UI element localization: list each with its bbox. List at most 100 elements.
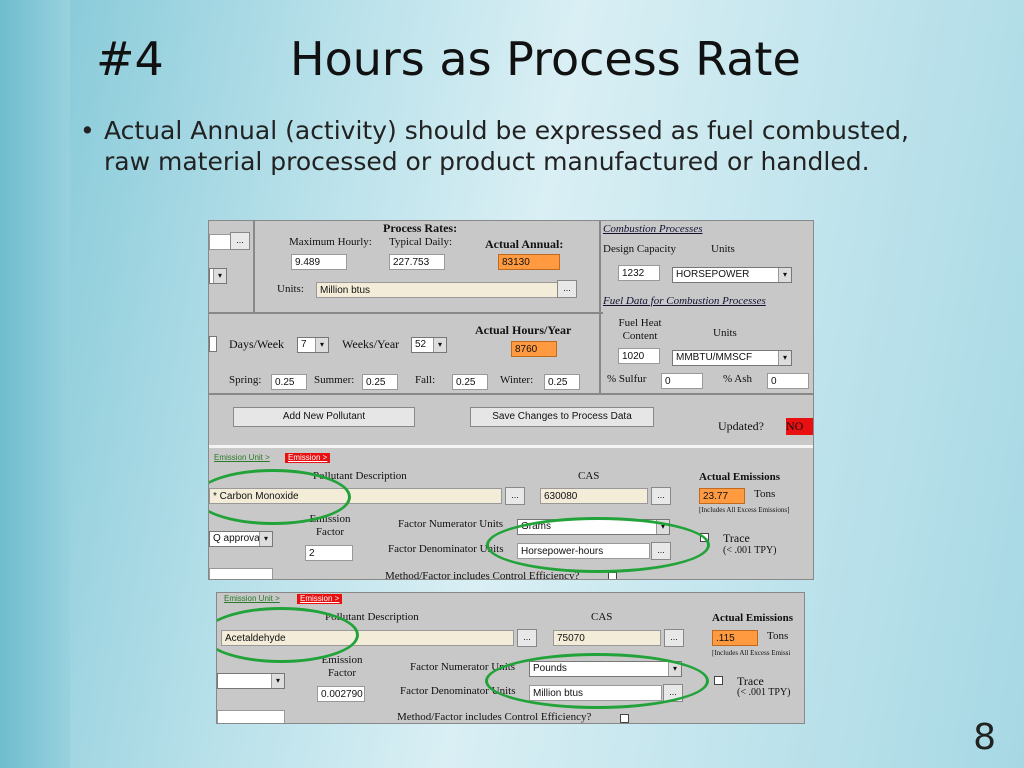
highlight-units <box>486 517 710 573</box>
days-week-value: 7 <box>301 339 307 350</box>
tab-emission-unit[interactable]: Emission Unit > <box>224 594 280 603</box>
divider <box>209 393 813 395</box>
bottom-left-input[interactable] <box>217 710 285 723</box>
updated-status: NO <box>786 418 813 435</box>
includes-excess-note: [Includes All Excess Emissions] <box>699 506 790 514</box>
design-units-select[interactable]: HORSEPOWER ▾ <box>672 267 792 283</box>
emission-factor-input[interactable]: 0.002790 <box>317 686 365 702</box>
spring-label: Spring: <box>229 374 262 386</box>
trace-label: Trace <box>723 531 750 545</box>
left-hours-select[interactable] <box>209 336 217 352</box>
design-capacity-label: Design Capacity <box>603 243 677 255</box>
includes-excess-note: [Includes All Excess Emissi <box>712 649 791 657</box>
chevron-down-icon: ▾ <box>778 268 791 282</box>
factor-denominator-label: Factor Denominator Units <box>388 543 504 555</box>
screenshot-process-form: ... ▾ Process Rates: Maximum Hourly: Typ… <box>208 220 814 580</box>
trace-label: Trace <box>737 674 764 688</box>
actual-emissions-label: Actual Emissions <box>712 612 793 624</box>
chevron-down-icon: ▾ <box>213 269 226 283</box>
units-label: Units: <box>277 283 304 295</box>
factor-numerator-label: Factor Numerator Units <box>410 661 516 673</box>
cas-ellipsis-button[interactable]: ... <box>651 487 671 505</box>
fuel-units-label: Units <box>713 327 737 339</box>
slide-title-text: Hours as Process Rate <box>290 32 801 86</box>
chevron-down-icon: ▾ <box>433 338 446 352</box>
fall-input[interactable]: 0.25 <box>452 374 488 390</box>
left-ellipsis-button[interactable]: ... <box>230 232 250 250</box>
divider <box>209 312 255 314</box>
emission-factor-input[interactable]: 2 <box>305 545 353 561</box>
emission-factor-label: Emission Factor <box>321 654 363 679</box>
highlight-units <box>485 653 709 709</box>
tab-emission[interactable]: Emission > <box>297 594 343 604</box>
tons-label: Tons <box>767 630 789 642</box>
slide-left-band <box>0 0 70 768</box>
highlight-pollutant <box>209 469 351 525</box>
fuel-units-select[interactable]: MMBTU/MMSCF ▾ <box>672 350 792 366</box>
sulfur-input[interactable]: 0 <box>661 373 703 389</box>
actual-annual-input[interactable]: 83130 <box>498 254 560 270</box>
save-changes-button[interactable]: Save Changes to Process Data <box>470 407 654 427</box>
factor-numerator-label: Factor Numerator Units <box>398 518 504 530</box>
ash-label: % Ash <box>723 373 753 385</box>
weeks-year-value: 52 <box>415 339 427 350</box>
pollutant-ellipsis-button[interactable]: ... <box>505 487 525 505</box>
actual-emissions-input[interactable]: .115 <box>712 630 758 646</box>
summer-input[interactable]: 0.25 <box>362 374 398 390</box>
approval-select[interactable]: Q approval) ▾ <box>209 531 273 547</box>
factor-denominator-label: Factor Denominator Units <box>400 685 516 697</box>
days-week-select[interactable]: 7 ▾ <box>297 337 329 353</box>
max-hourly-input[interactable]: 9.489 <box>291 254 347 270</box>
method-checkbox[interactable] <box>608 572 617 579</box>
pollutant-desc-label: Pollutant Description <box>313 470 407 482</box>
method-label: Method/Factor includes Control Efficienc… <box>385 570 580 580</box>
add-pollutant-button[interactable]: Add New Pollutant <box>233 407 415 427</box>
actual-hours-input[interactable]: 8760 <box>511 341 557 357</box>
days-week-label: Days/Week <box>229 337 285 351</box>
tab-emission[interactable]: Emission > <box>285 453 331 463</box>
trace-sub-label: (< .001 TPY) <box>723 545 777 556</box>
divider <box>599 221 601 393</box>
pollutant-ellipsis-button[interactable]: ... <box>517 629 537 647</box>
weeks-year-select[interactable]: 52 ▾ <box>411 337 447 353</box>
design-capacity-input[interactable]: 1232 <box>618 265 660 281</box>
method-checkbox[interactable] <box>620 714 629 723</box>
divider <box>255 312 603 314</box>
winter-label: Winter: <box>500 374 534 386</box>
trace-checkbox[interactable] <box>714 676 723 685</box>
fall-label: Fall: <box>415 374 436 386</box>
slide-title-number: #4 <box>96 32 164 86</box>
bullet-text: Actual Annual (activity) should be expre… <box>104 116 909 176</box>
fuel-heat-label: Fuel Heat Content <box>618 317 662 342</box>
chevron-down-icon: ▾ <box>778 351 791 365</box>
left-select[interactable]: ▾ <box>209 268 227 284</box>
bottom-left-input[interactable] <box>209 568 273 579</box>
divider <box>209 445 813 448</box>
cas-label: CAS <box>578 470 600 482</box>
cas-input[interactable]: 75070 <box>553 630 661 646</box>
spring-input[interactable]: 0.25 <box>271 374 307 390</box>
units-ellipsis-button[interactable]: ... <box>557 280 577 298</box>
combustion-processes-header[interactable]: Combustion Processes <box>603 223 703 235</box>
cas-ellipsis-button[interactable]: ... <box>664 629 684 647</box>
chevron-down-icon: ▾ <box>271 674 284 688</box>
trace-sub-label: (< .001 TPY) <box>737 687 791 698</box>
fuel-data-header[interactable]: Fuel Data for Combustion Processes <box>603 295 766 307</box>
design-units-value: HORSEPOWER <box>676 269 750 280</box>
typical-daily-input[interactable]: 227.753 <box>389 254 445 270</box>
typical-daily-label: Typical Daily: <box>389 236 453 248</box>
divider <box>253 221 255 313</box>
winter-input[interactable]: 0.25 <box>544 374 580 390</box>
weeks-year-label: Weeks/Year <box>342 337 400 351</box>
method-label: Method/Factor includes Control Efficienc… <box>397 711 592 723</box>
screenshot-emission-form: Emission Unit > Emission > Pollutant Des… <box>216 592 805 724</box>
left-select[interactable]: ▾ <box>217 673 285 689</box>
highlight-pollutant <box>217 607 359 663</box>
bullet-dot: • <box>80 116 95 145</box>
tab-emission-unit[interactable]: Emission Unit > <box>214 453 270 462</box>
fuel-heat-input[interactable]: 1020 <box>618 348 660 364</box>
ash-input[interactable]: 0 <box>767 373 809 389</box>
actual-emissions-input[interactable]: 23.77 <box>699 488 745 504</box>
cas-input[interactable]: 630080 <box>540 488 648 504</box>
units-input[interactable]: Million btus <box>316 282 560 298</box>
